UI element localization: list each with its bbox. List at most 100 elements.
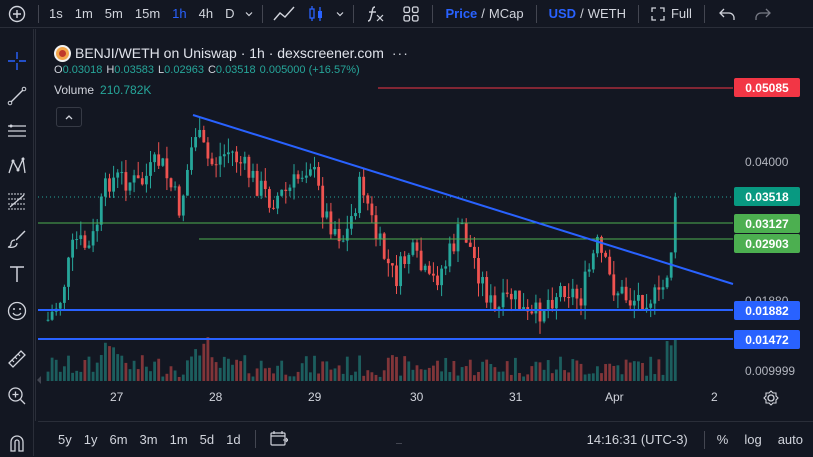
scroll-left-marker[interactable] — [37, 376, 41, 384]
timeframe-1m[interactable]: 1m — [74, 6, 93, 21]
volume-bar — [407, 361, 411, 381]
candle-body — [620, 286, 624, 294]
volume-bar — [452, 360, 456, 381]
volume-bar — [198, 355, 202, 381]
undo-button[interactable] — [709, 0, 745, 28]
timeframe-5m[interactable]: 5m — [104, 6, 123, 21]
toolbar-divider — [637, 4, 639, 23]
emoji-tool[interactable] — [5, 299, 29, 323]
timezone-clock[interactable]: 14:16:31 (UTC-3) — [586, 432, 688, 447]
indicators-button[interactable] — [358, 0, 394, 28]
candle-body — [145, 175, 148, 185]
volume-bar — [272, 373, 275, 381]
volume-bar — [132, 360, 136, 381]
volume-bar — [145, 366, 148, 381]
candle-body — [263, 180, 267, 190]
price-mcap-toggle[interactable]: Price / MCap — [437, 0, 531, 28]
crosshair-tool[interactable] — [5, 49, 29, 73]
volume-bar — [628, 362, 632, 381]
go-to-date-button[interactable] — [264, 430, 294, 449]
candle-body — [563, 286, 566, 298]
log-scale-toggle[interactable]: log — [744, 432, 762, 447]
fullscreen-button[interactable]: Full — [643, 0, 700, 28]
text-tool[interactable] — [5, 262, 29, 286]
timeframe-1h[interactable]: 1h — [172, 6, 187, 21]
candle-body — [628, 300, 632, 306]
timeframe-4h[interactable]: 4h — [198, 6, 214, 21]
descending-trendline[interactable] — [192, 114, 734, 285]
candle-body — [436, 275, 439, 286]
price-option[interactable]: Price — [445, 6, 478, 21]
candle-body — [395, 265, 398, 287]
range-3m[interactable]: 3m — [139, 431, 158, 447]
auto-scale-toggle[interactable]: auto — [777, 432, 803, 447]
volume-bar — [608, 363, 612, 381]
magnet-tool[interactable] — [5, 431, 29, 455]
volume-bar — [161, 376, 165, 381]
candle-body — [481, 277, 484, 284]
ruler-tool[interactable] — [5, 347, 29, 371]
volume-bar — [641, 362, 644, 381]
candle-body — [87, 245, 91, 248]
volume-bar — [239, 361, 243, 381]
volume-bar — [374, 374, 378, 381]
range-1d[interactable]: 1d — [226, 431, 241, 447]
candle-body — [341, 240, 345, 242]
volume-bar — [345, 356, 349, 381]
candle-body — [386, 258, 390, 264]
more-options-icon[interactable]: ··· — [391, 45, 409, 61]
chart-type-dropdown-button[interactable] — [331, 0, 349, 28]
zoom-tool[interactable] — [5, 384, 29, 408]
volume-bar — [108, 346, 111, 381]
chevron-down-icon — [246, 11, 253, 16]
candle-body — [444, 266, 448, 269]
candle-body — [272, 207, 275, 209]
range-5d[interactable]: 5d — [199, 431, 215, 447]
last-price-tag: 0.03518 — [734, 187, 800, 206]
volume-bar — [247, 373, 251, 381]
timeframe-dropdown-button[interactable] — [240, 0, 258, 28]
candle-body — [124, 172, 128, 191]
volume-bar — [362, 375, 366, 381]
candle-body — [575, 288, 579, 299]
level-price-tag: 0.02903 — [734, 234, 800, 253]
zoom-in-icon — [8, 387, 26, 405]
chart-type-line-button[interactable] — [267, 0, 301, 28]
volume-bar — [370, 372, 374, 381]
range-6m[interactable]: 6m — [109, 431, 128, 447]
candle-body — [468, 242, 472, 247]
volume-bar — [555, 369, 558, 381]
redo-button[interactable] — [745, 0, 781, 28]
range-5y[interactable]: 5y — [58, 431, 72, 447]
time-axis-label: Apr — [605, 390, 624, 404]
mcap-option[interactable]: MCap — [488, 6, 524, 21]
timeframe-1s[interactable]: 1s — [49, 6, 63, 21]
candle-body — [116, 172, 120, 178]
currency-toggle[interactable]: USD / WETH — [541, 0, 634, 28]
trendline-tool[interactable] — [5, 84, 29, 108]
brush-tool[interactable] — [5, 227, 29, 251]
range-1m[interactable]: 1m — [169, 431, 188, 447]
chart-type-candles-button[interactable] — [301, 0, 331, 28]
weth-option[interactable]: WETH — [587, 6, 626, 21]
layouts-button[interactable] — [394, 0, 428, 28]
range-1y[interactable]: 1y — [83, 431, 98, 447]
timeframe-15m[interactable]: 15m — [134, 6, 161, 21]
go-to-realtime-button[interactable] — [763, 390, 779, 409]
add-indicator-button[interactable] — [0, 0, 34, 28]
fibonacci-tool[interactable] — [5, 189, 29, 213]
collapse-legend-button[interactable] — [56, 107, 82, 127]
percent-scale-toggle[interactable]: % — [716, 432, 729, 447]
chart-pane[interactable] — [35, 29, 813, 421]
candle-body — [657, 287, 661, 290]
timeframe-d[interactable]: D — [225, 6, 235, 21]
legend-symbol-title[interactable]: BENJI/WETH on Uniswap · 1h · dexscreener… — [75, 45, 384, 61]
horizontal-lines-tool[interactable] — [5, 119, 29, 143]
volume-bar — [300, 363, 304, 381]
pattern-tool[interactable] — [5, 154, 29, 178]
candle-body — [177, 186, 181, 216]
candle-body — [140, 178, 144, 185]
usd-option[interactable]: USD — [548, 6, 577, 21]
resize-handle[interactable] — [396, 443, 402, 449]
